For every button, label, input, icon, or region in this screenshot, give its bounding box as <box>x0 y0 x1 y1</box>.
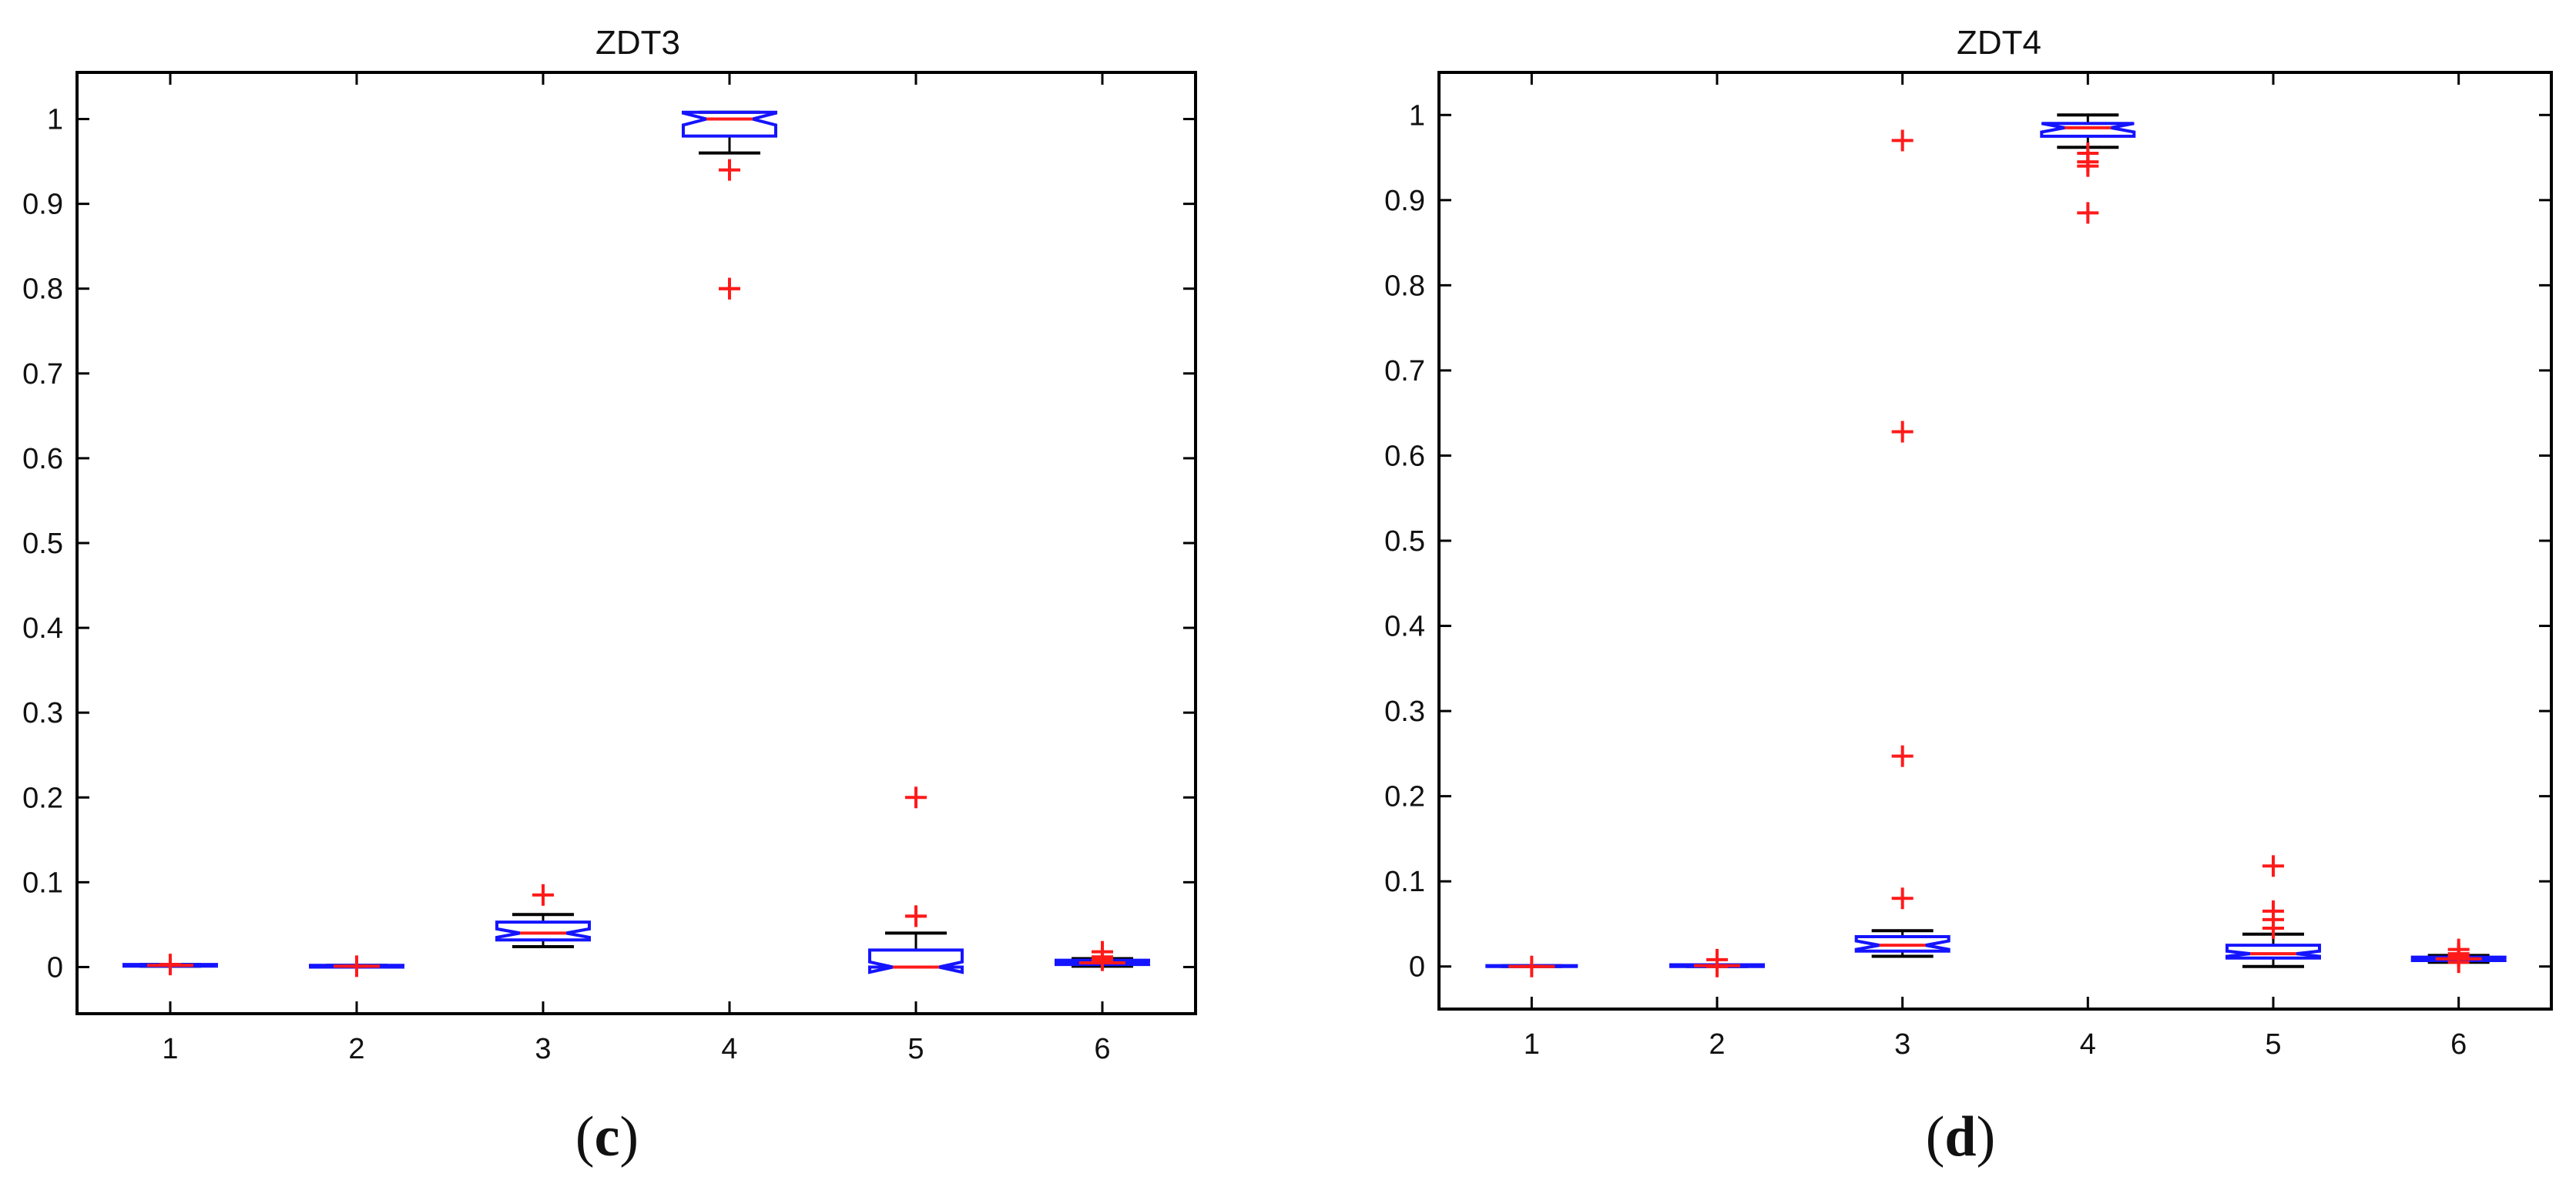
y-tick-label: 1 <box>47 104 63 136</box>
axis-ticks: 0 0.1 0.2 0.3 0.4 0.5 0.6 0.7 0.8 0.9 1 1 2 3 4 5 6 <box>22 72 1196 1065</box>
x-tick-label: 5 <box>2265 1028 2281 1061</box>
plot-frame <box>1437 71 2553 1011</box>
outlier-marker <box>1092 949 1113 971</box>
outlier-marker <box>719 159 740 181</box>
y-tick-label: 0 <box>47 951 63 984</box>
outlier-marker <box>532 884 554 906</box>
panel-caption-letter: d <box>1944 1105 1976 1169</box>
outlier-marker <box>1891 129 1914 152</box>
y-tick-label: 0.5 <box>1384 525 1425 558</box>
axis-ticks: 0 0.1 0.2 0.3 0.4 0.5 0.6 0.7 0.8 0.9 1 1 2 3 4 5 6 <box>1384 72 2551 1061</box>
outlier-marker <box>2262 855 2284 877</box>
outlier-marker <box>346 955 367 977</box>
x-tick-label: 4 <box>2080 1028 2096 1061</box>
outlier-marker <box>1891 745 1914 767</box>
outlier-marker <box>159 954 181 976</box>
outlier-marker <box>1521 955 1543 977</box>
outlier-marker <box>905 786 927 809</box>
y-tick-label: 0.1 <box>22 867 63 899</box>
y-tick-label: 0.4 <box>22 612 63 645</box>
box-marks <box>122 110 1150 977</box>
y-tick-label: 0.8 <box>1384 270 1425 302</box>
box-1 <box>122 954 218 976</box>
x-tick-label: 3 <box>535 1033 551 1065</box>
panel-zdt3: ZDT3 0 0.1 0.2 0.3 0.4 0.5 0.6 0.7 0.8 0.9 1 1 2 3 4 5 6… <box>22 24 1197 1169</box>
panel-zdt4: ZDT4 0 0.1 0.2 0.3 0.4 0.5 0.6 0.7 0.8 0.9 1 1 2 3 4 5 6… <box>1384 24 2553 1169</box>
box-3 <box>495 884 591 949</box>
y-tick-label: 0.9 <box>1384 185 1425 217</box>
y-tick-label: 1 <box>1409 99 1425 132</box>
box-4 <box>2040 113 2136 224</box>
y-tick-label: 0.9 <box>22 189 63 221</box>
outlier-marker <box>905 905 927 927</box>
x-tick-label: 2 <box>348 1033 364 1065</box>
plot-frame <box>75 71 1197 1015</box>
y-tick-label: 0.1 <box>1384 866 1425 898</box>
y-tick-label: 0.3 <box>22 697 63 729</box>
y-tick-label: 0 <box>1409 951 1425 984</box>
panel-caption-letter: c <box>595 1105 620 1169</box>
chart-title: ZDT3 <box>595 24 680 62</box>
box-6 <box>2410 938 2507 974</box>
box-2 <box>309 955 404 977</box>
box-body <box>1669 963 1765 968</box>
outlier-marker <box>1706 948 1728 971</box>
y-tick-label: 0.5 <box>22 528 63 560</box>
box-marks <box>1485 113 2507 977</box>
box-body <box>495 920 591 942</box>
box-body <box>682 110 777 138</box>
y-tick-label: 0.2 <box>22 782 63 814</box>
outlier-marker <box>719 277 740 300</box>
y-tick-label: 0.2 <box>1384 781 1425 813</box>
box-body <box>122 963 218 968</box>
outlier-marker <box>2077 155 2099 177</box>
x-tick-label: 6 <box>1094 1033 1110 1065</box>
y-tick-label: 0.7 <box>22 358 63 391</box>
box-2 <box>1669 948 1765 977</box>
box-3 <box>1854 129 1950 958</box>
box-5 <box>868 786 964 974</box>
box-body <box>2225 944 2321 960</box>
box-body <box>309 964 404 969</box>
y-tick-label: 0.8 <box>22 273 63 306</box>
x-tick-label: 1 <box>1524 1028 1540 1061</box>
box-body <box>1055 958 1150 967</box>
box-5 <box>2225 855 2321 968</box>
x-tick-label: 4 <box>721 1033 737 1065</box>
x-tick-label: 1 <box>162 1033 178 1065</box>
x-tick-label: 2 <box>1709 1028 1725 1061</box>
outlier-marker <box>2262 900 2284 922</box>
box-body <box>2040 122 2136 138</box>
y-tick-label: 0.7 <box>1384 355 1425 387</box>
outlier-marker <box>2447 938 2470 961</box>
y-tick-label: 0.4 <box>1384 611 1425 643</box>
outlier-marker <box>1891 421 1914 443</box>
x-tick-label: 3 <box>1894 1028 1910 1061</box>
x-tick-label: 5 <box>907 1033 924 1065</box>
y-tick-label: 0.6 <box>1384 440 1425 472</box>
box-body <box>2410 955 2507 962</box>
box-body <box>1485 964 1578 968</box>
outlier-marker <box>2077 202 2099 224</box>
panel-caption: (c) <box>575 1105 639 1169</box>
box-body <box>1854 935 1950 953</box>
box-body <box>868 948 964 974</box>
box-1 <box>1485 955 1578 977</box>
chart-title: ZDT4 <box>1957 24 2041 62</box>
y-tick-label: 0.6 <box>22 443 63 475</box>
y-tick-label: 0.3 <box>1384 696 1425 728</box>
panel-caption: (d) <box>1926 1105 1995 1169</box>
box-4 <box>682 110 777 300</box>
x-tick-label: 6 <box>2450 1028 2467 1061</box>
box-6 <box>1055 941 1150 971</box>
outlier-marker <box>1891 887 1914 910</box>
